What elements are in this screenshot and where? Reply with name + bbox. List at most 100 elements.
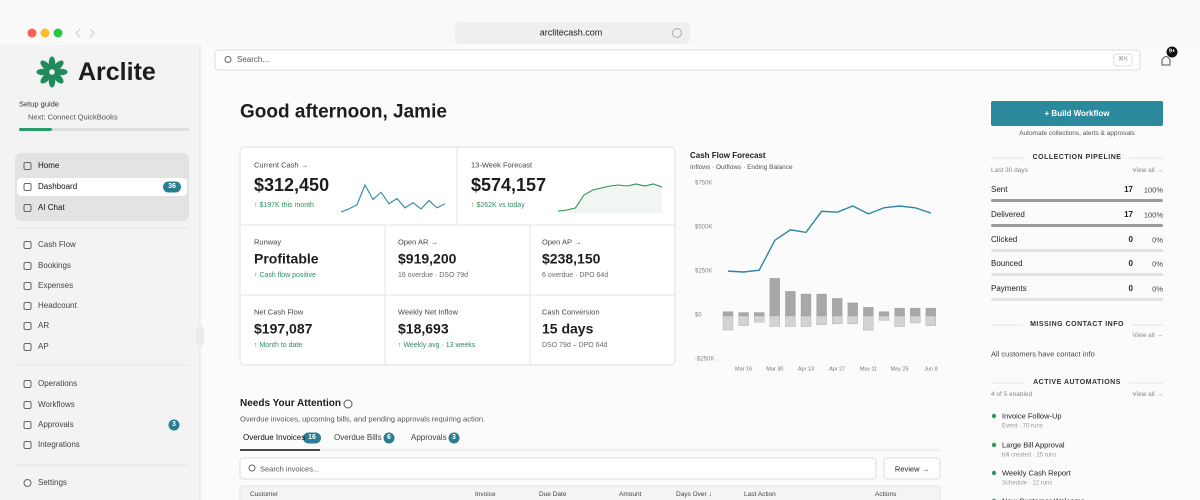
- automation-name[interactable]: Weekly Cash Report: [1002, 468, 1071, 478]
- kpi-label[interactable]: Current Cash →: [254, 160, 309, 170]
- bar: [910, 315, 921, 324]
- pipeline-share: 0%: [1152, 284, 1163, 294]
- kpi-label[interactable]: Net Cash Flow: [254, 307, 304, 317]
- nav-item[interactable]: Approvals: [38, 420, 74, 430]
- nav-item[interactable]: Operations: [38, 379, 78, 389]
- url-bar[interactable]: [455, 22, 690, 44]
- nav-item[interactable]: AI Chat: [38, 203, 65, 213]
- automation-name[interactable]: Invoice Follow-Up: [1002, 411, 1062, 421]
- nav-arrows[interactable]: [75, 28, 95, 38]
- nav-item[interactable]: Dashboard: [38, 182, 78, 192]
- nav-icon: [23, 441, 32, 449]
- period: Last 30 days: [991, 167, 1028, 175]
- bar: [878, 315, 890, 321]
- window-control[interactable]: [40, 28, 50, 38]
- automation-name[interactable]: New Customer Welcome: [1002, 497, 1085, 500]
- nav-item[interactable]: Headcount: [38, 301, 77, 311]
- bar: [785, 291, 796, 317]
- y-tick-label: $750K: [695, 180, 713, 187]
- kpi-note: 16 overdue · DSO 79d: [398, 271, 469, 279]
- nav-item[interactable]: Settings: [38, 478, 67, 488]
- kpi-label[interactable]: Open AR →: [398, 237, 439, 247]
- kpi-note: ↑ $197K this month: [254, 201, 314, 209]
- search-bar[interactable]: [214, 49, 1141, 71]
- bar: [754, 315, 765, 323]
- x-tick-label: Apr 27: [829, 366, 846, 373]
- nav-item[interactable]: Cash Flow: [38, 240, 76, 250]
- kpi-value: Profitable: [254, 250, 319, 267]
- automation-detail: Event · 70 runs: [1002, 423, 1043, 430]
- automation-name[interactable]: Large Bill Approval: [1002, 440, 1065, 450]
- pipeline-count: 0: [1128, 259, 1133, 269]
- nav-icon: [23, 401, 32, 409]
- bell-icon[interactable]: [1161, 56, 1171, 66]
- view-all-link[interactable]: View all →: [1132, 167, 1163, 175]
- bar: [800, 315, 812, 327]
- column-header[interactable]: Invoice: [475, 491, 496, 499]
- nav-icon: [23, 343, 32, 351]
- kpi-label[interactable]: Cash Conversion: [542, 307, 600, 317]
- tab[interactable]: Overdue Invoices: [243, 433, 306, 443]
- nav-item[interactable]: Workflows: [38, 400, 75, 410]
- kpi-value: $197,087: [254, 320, 313, 337]
- kpi-label[interactable]: Weekly Net Inflow: [398, 307, 458, 317]
- pipeline-count: 17: [1124, 185, 1133, 195]
- kpi-label[interactable]: Runway: [254, 237, 282, 247]
- invoice-search[interactable]: [239, 457, 877, 480]
- tab[interactable]: Approvals: [411, 433, 447, 443]
- kpi-label[interactable]: 13-Week Forecast: [471, 160, 533, 170]
- message: All customers have contact info: [991, 349, 1095, 359]
- nav-item[interactable]: Expenses: [38, 281, 74, 291]
- column-header[interactable]: Customer: [250, 491, 279, 499]
- search-input[interactable]: Search invoices...: [260, 464, 320, 473]
- logo-petal: [36, 68, 50, 76]
- reload-icon[interactable]: [672, 28, 682, 38]
- nav-item[interactable]: AP: [38, 342, 49, 352]
- setup-next[interactable]: Next: Connect QuickBooks: [28, 112, 118, 122]
- nav-item[interactable]: Home: [38, 161, 60, 171]
- nav-item[interactable]: AR: [38, 321, 50, 331]
- setup-progress: [19, 128, 52, 131]
- greeting: Good afternoon, Jamie: [240, 101, 447, 123]
- collapse-handle[interactable]: [196, 326, 204, 346]
- sparkline: [557, 183, 663, 212]
- setup-track: [19, 128, 189, 131]
- window-control[interactable]: [53, 28, 63, 38]
- column-header[interactable]: Due Date: [539, 491, 567, 499]
- setup-title: Setup guide: [19, 99, 60, 109]
- nav-item[interactable]: Bookings: [38, 261, 71, 271]
- nav-item[interactable]: Integrations: [38, 440, 80, 450]
- column-header[interactable]: Amount: [619, 491, 642, 499]
- nav-icon: [23, 262, 32, 270]
- bar: [925, 315, 936, 326]
- sparkline-area: [558, 184, 662, 213]
- column-header[interactable]: Actions: [875, 491, 897, 499]
- brand-name: Arclite: [78, 58, 156, 86]
- caption: Automate collections, alerts & approvals: [1019, 130, 1135, 138]
- review-button[interactable]: [883, 457, 941, 480]
- kpi-label[interactable]: Open AP →: [542, 237, 582, 247]
- table-header: [239, 485, 941, 500]
- search-input[interactable]: Search...: [237, 55, 270, 65]
- tab[interactable]: Overdue Bills: [334, 433, 382, 443]
- nav-icon: [23, 282, 32, 290]
- column-header[interactable]: Last Action: [744, 491, 776, 499]
- y-tick-label: -$250K: [695, 356, 715, 363]
- button-label[interactable]: Review →: [894, 464, 930, 473]
- kpi-value: 15 days: [542, 320, 594, 337]
- nav-badge-bg: [168, 419, 180, 431]
- build-workflow-button[interactable]: [991, 101, 1163, 126]
- nav-badge-bg: [163, 181, 181, 193]
- x-tick-label: May 11: [859, 366, 878, 373]
- pipeline-bar: [991, 199, 1163, 202]
- window-control[interactable]: [27, 28, 37, 38]
- view-all-link[interactable]: View all →: [1132, 391, 1163, 399]
- bar: [910, 307, 921, 317]
- view-all-link[interactable]: View all →: [1132, 332, 1163, 340]
- x-tick-label: Mar 16: [735, 366, 753, 373]
- url: arclitecash.com: [539, 27, 603, 38]
- column-header[interactable]: Days Over ↓: [676, 491, 712, 499]
- tab-badge-bg: [383, 432, 395, 444]
- button-label[interactable]: + Build Workflow: [1044, 108, 1110, 118]
